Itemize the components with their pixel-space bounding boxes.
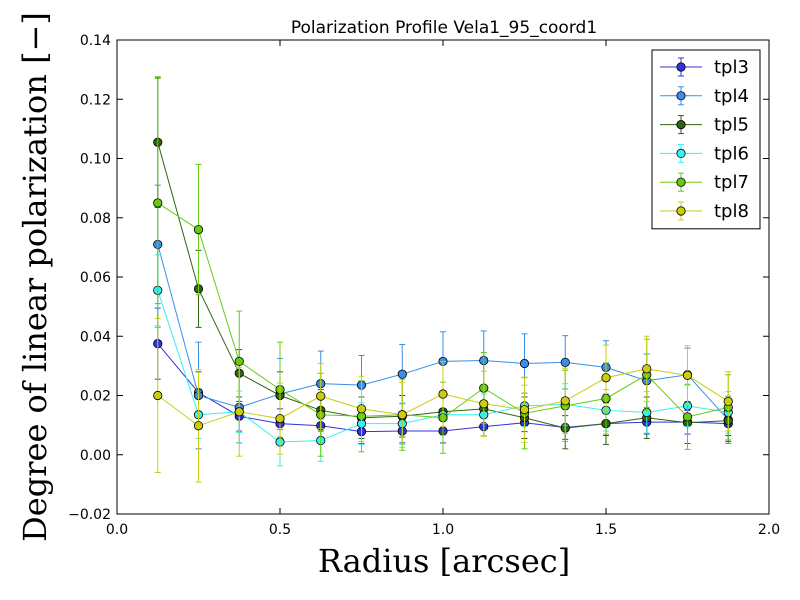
series-tpl8 <box>153 317 733 483</box>
y-tick-label: 0.06 <box>80 270 111 286</box>
legend-label: tpl4 <box>714 86 749 107</box>
y-tick-label: 0.02 <box>80 389 111 405</box>
x-tick-label: 1.5 <box>595 522 617 538</box>
axis-ticks: 0.0 0.5 1.0 1.5 2.0 −0.02 0.00 0.02 0.04 0.06 0.08… <box>68 33 780 538</box>
x-tick-label: 0.0 <box>106 522 128 538</box>
legend-marker <box>676 91 686 101</box>
legend-item-tpl4: tpl4 <box>660 86 749 107</box>
x-tick-label: 0.5 <box>269 522 291 538</box>
data-point <box>316 391 326 401</box>
data-point <box>275 414 285 424</box>
y-tick-label: 0.14 <box>80 33 111 49</box>
legend-item-tpl3: tpl3 <box>660 57 749 78</box>
legend-item-tpl6: tpl6 <box>660 143 749 164</box>
legend-label: tpl3 <box>714 57 749 78</box>
legend-marker <box>676 148 686 158</box>
x-axis-label: Radius [arcsec] <box>318 542 570 580</box>
data-point <box>397 369 407 379</box>
data-point <box>193 421 204 431</box>
legend-marker <box>676 206 686 216</box>
legend-label: tpl6 <box>714 143 749 164</box>
legend-label: tpl8 <box>714 201 749 222</box>
data-point <box>601 373 611 383</box>
legend-label: tpl5 <box>714 115 749 136</box>
chart-title: Polarization Profile Vela1_95_coord1 <box>291 18 597 38</box>
x-tick-label: 1.0 <box>432 522 454 538</box>
legend-item-tpl7: tpl7 <box>660 172 749 193</box>
data-point <box>519 405 530 415</box>
y-tick-label: 0.04 <box>80 329 111 345</box>
data-point <box>356 404 367 414</box>
data-point <box>234 407 244 417</box>
y-tick-label: 0.00 <box>80 448 111 464</box>
y-tick-label: −0.02 <box>68 507 111 523</box>
data-point <box>682 412 693 422</box>
data-point <box>723 396 733 407</box>
data-point <box>479 399 489 409</box>
y-tick-label: 0.12 <box>80 92 111 108</box>
y-tick-label: 0.10 <box>80 152 111 168</box>
y-tick-label: 0.08 <box>80 211 111 227</box>
legend-marker <box>676 62 686 72</box>
legend-marker <box>676 120 686 130</box>
data-point <box>519 358 530 369</box>
data-point <box>153 390 163 401</box>
data-point <box>397 410 407 420</box>
data-point <box>560 357 570 367</box>
data-point <box>682 370 693 380</box>
legend-label: tpl7 <box>714 172 749 193</box>
data-point <box>560 396 570 406</box>
x-tick-label: 2.0 <box>758 522 780 538</box>
data-point <box>193 225 204 235</box>
data-point <box>153 198 163 208</box>
legend-item-tpl5: tpl5 <box>660 115 749 136</box>
legend-marker <box>676 177 686 187</box>
y-axis-label: Degree of linear polarization [−] <box>16 12 54 542</box>
data-point <box>234 356 244 367</box>
data-point <box>438 389 448 399</box>
legend-item-tpl8: tpl8 <box>660 201 749 222</box>
legend-box <box>651 49 761 230</box>
plot-area <box>153 76 733 483</box>
data-point <box>642 364 652 374</box>
legend: tpl3 tpl4 tpl5 tpl6 tpl7 tpl8 <box>651 49 761 230</box>
